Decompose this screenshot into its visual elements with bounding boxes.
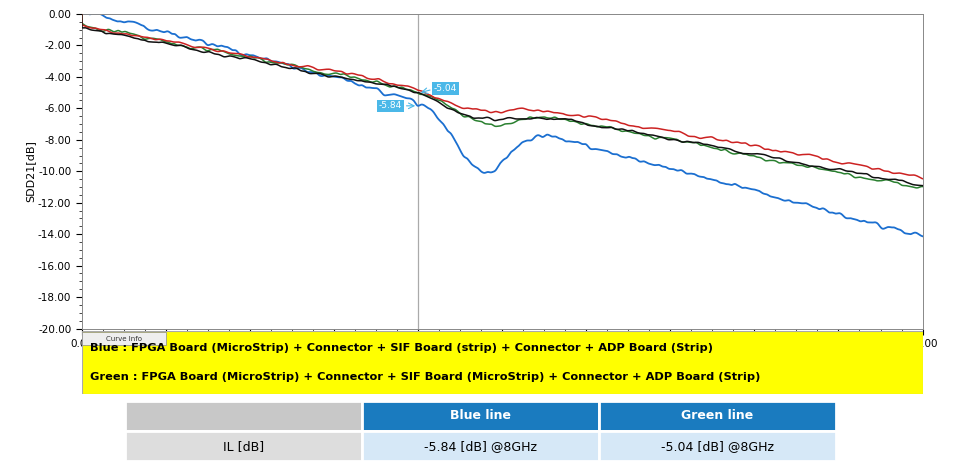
Text: -5.84: -5.84 [379, 101, 402, 110]
Text: Green : FPGA Board (MicroStrip) + Connector + SIF Board (MicroStrip) + Connector: Green : FPGA Board (MicroStrip) + Connec… [90, 372, 760, 382]
Text: -5.04: -5.04 [434, 84, 457, 93]
Text: Green line: Green line [681, 410, 753, 422]
Bar [362, 431, 599, 461]
Text: Blue : FPGA Board (MicroStrip) + Connector + SIF Board (strip) + Connector + ADP: Blue : FPGA Board (MicroStrip) + Connect… [90, 343, 713, 353]
Bar [82, 332, 166, 345]
Text: Curve Info: Curve Info [106, 336, 141, 342]
Bar [125, 431, 362, 461]
Bar [599, 431, 836, 461]
Text: -5.84 [dB] @8GHz: -5.84 [dB] @8GHz [424, 440, 537, 452]
X-axis label: F [GHz]: F [GHz] [479, 353, 526, 366]
Text: Blue line: Blue line [450, 410, 511, 422]
Bar [362, 401, 599, 431]
Bar [125, 401, 362, 431]
Text: IL [dB]: IL [dB] [223, 440, 264, 452]
Text: -5.04 [dB] @8GHz: -5.04 [dB] @8GHz [661, 440, 774, 452]
Bar [599, 401, 836, 431]
Y-axis label: SDD21[dB]: SDD21[dB] [25, 140, 36, 202]
